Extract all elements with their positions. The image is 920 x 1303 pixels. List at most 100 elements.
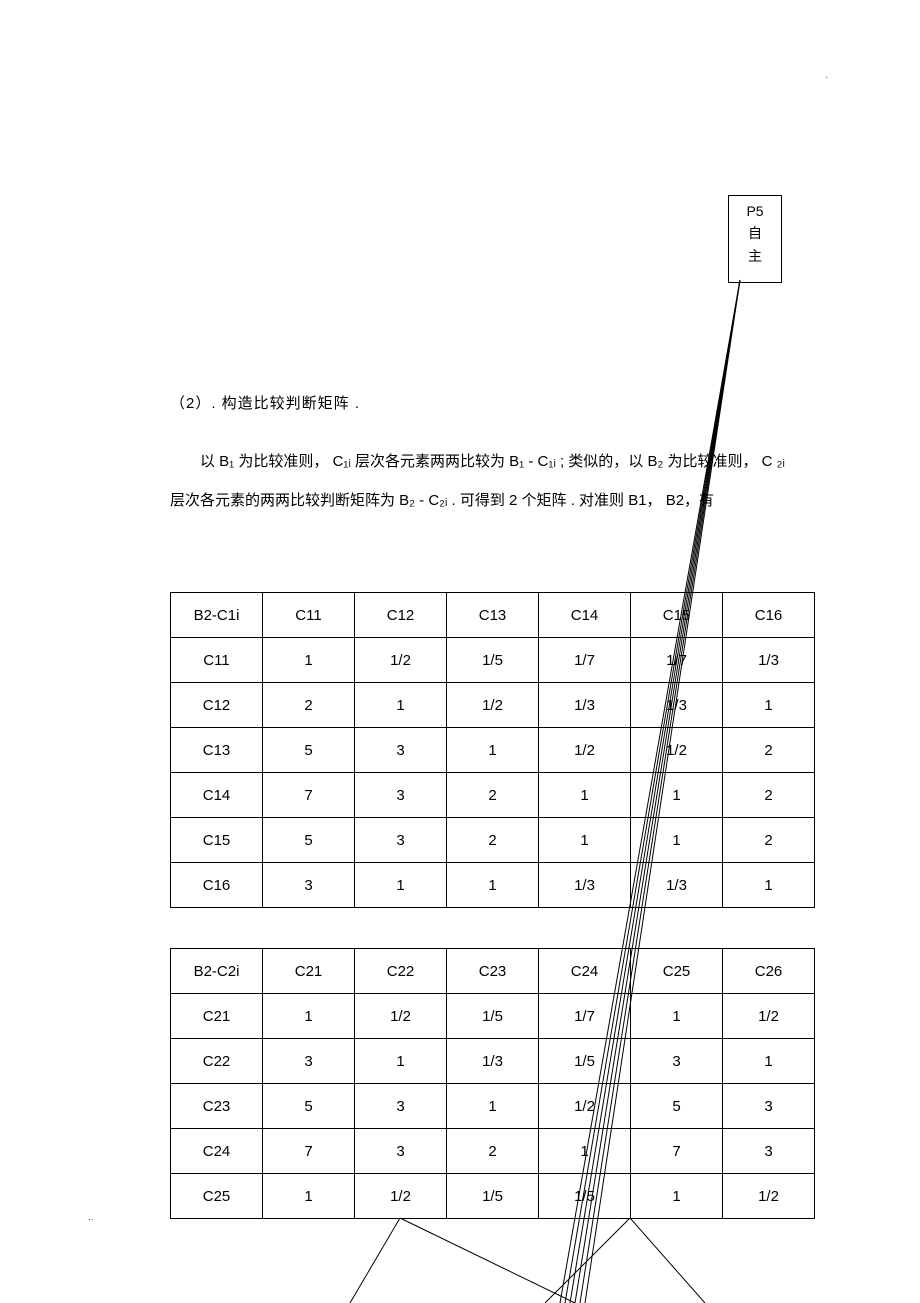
page-dot-top: .: [825, 70, 828, 81]
table-header-cell: C15: [631, 593, 723, 638]
table-cell: 1: [631, 818, 723, 863]
table-cell: 1/5: [539, 1039, 631, 1084]
table-row: C24732173: [171, 1129, 815, 1174]
table-cell: 1/2: [355, 994, 447, 1039]
table-row: C235311/253: [171, 1084, 815, 1129]
table-cell: 1: [723, 863, 815, 908]
table-header-cell: C14: [539, 593, 631, 638]
table-cell: 5: [263, 1084, 355, 1129]
table-cell: 1: [723, 683, 815, 728]
table-cell: 1/2: [539, 1084, 631, 1129]
table-cell: 1: [263, 638, 355, 683]
table-cell: 2: [263, 683, 355, 728]
table-cell: 1/5: [447, 638, 539, 683]
table-cell: 1: [723, 1039, 815, 1084]
table-row: C163111/31/31: [171, 863, 815, 908]
table-cell: C14: [171, 773, 263, 818]
table-cell: 2: [723, 728, 815, 773]
table-cell: 1/7: [539, 638, 631, 683]
table-header-cell: C13: [447, 593, 539, 638]
table-cell: 7: [263, 773, 355, 818]
table-cell: 1/2: [539, 728, 631, 773]
node-p5-box: P5 自 主: [728, 195, 782, 283]
table-cell: 1/2: [355, 638, 447, 683]
table-cell: 1/2: [723, 994, 815, 1039]
table-cell: 1: [447, 863, 539, 908]
table-cell: 5: [263, 818, 355, 863]
table-cell: 3: [723, 1084, 815, 1129]
table-cell: 1: [447, 728, 539, 773]
matrix-table-b2-c2i: B2-C2i C21 C22 C23 C24 C25 C26 C2111/21/…: [170, 948, 815, 1219]
table-row: C2111/21/51/711/2: [171, 994, 815, 1039]
table-cell: 1: [355, 1039, 447, 1084]
table-cell: 1: [539, 1129, 631, 1174]
table-cell: 1/2: [723, 1174, 815, 1219]
table-header-cell: C24: [539, 949, 631, 994]
table-cell: 1/7: [539, 994, 631, 1039]
table-cell: 1: [263, 1174, 355, 1219]
table-cell: 3: [355, 818, 447, 863]
table-header-cell: C21: [263, 949, 355, 994]
table-cell: 3: [355, 728, 447, 773]
table-cell: 1/2: [631, 728, 723, 773]
footer-marker: ..: [88, 1212, 94, 1223]
table-cell: 1/3: [539, 863, 631, 908]
table-header-cell: B2-C1i: [171, 593, 263, 638]
table-cell: C12: [171, 683, 263, 728]
node-p5-title: P5: [735, 200, 775, 222]
table-cell: 3: [355, 773, 447, 818]
section-heading: （2）. 构造比较判断矩阵 .: [170, 392, 360, 413]
table-cell: 5: [263, 728, 355, 773]
table-header-cell: C23: [447, 949, 539, 994]
table-cell: C25: [171, 1174, 263, 1219]
table-cell: 1/3: [631, 683, 723, 728]
table-cell: 1/3: [447, 1039, 539, 1084]
table-cell: 3: [355, 1084, 447, 1129]
table-cell: 3: [263, 863, 355, 908]
table-header-cell: B2-C2i: [171, 949, 263, 994]
table-cell: C22: [171, 1039, 263, 1084]
table-cell: 2: [447, 773, 539, 818]
table-row: C2511/21/51/511/2: [171, 1174, 815, 1219]
table-cell: C13: [171, 728, 263, 773]
table-cell: C16: [171, 863, 263, 908]
table-header-cell: C22: [355, 949, 447, 994]
node-p5-line2: 主: [735, 245, 775, 267]
table-cell: 1/7: [631, 638, 723, 683]
table-cell: 7: [631, 1129, 723, 1174]
table-cell: 1/5: [447, 1174, 539, 1219]
table-cell: 2: [723, 818, 815, 863]
table-cell: 1: [355, 683, 447, 728]
table-header-row: B2-C1i C11 C12 C13 C14 C15 C16: [171, 593, 815, 638]
table-header-cell: C11: [263, 593, 355, 638]
table-cell: 5: [631, 1084, 723, 1129]
table-cell: 1: [631, 1174, 723, 1219]
table-cell: 3: [355, 1129, 447, 1174]
table-header-cell: C25: [631, 949, 723, 994]
table-cell: 1: [539, 773, 631, 818]
table-cell: C15: [171, 818, 263, 863]
table-cell: C21: [171, 994, 263, 1039]
table-cell: 1/5: [539, 1174, 631, 1219]
table-row: C14732112: [171, 773, 815, 818]
table-cell: 1: [355, 863, 447, 908]
table-cell: 2: [447, 1129, 539, 1174]
table-cell: 3: [631, 1039, 723, 1084]
table-cell: 3: [723, 1129, 815, 1174]
table-header-cell: C16: [723, 593, 815, 638]
table-cell: 1/3: [539, 683, 631, 728]
table-row: C1111/21/51/71/71/3: [171, 638, 815, 683]
table-cell: 1: [631, 773, 723, 818]
table-cell: C24: [171, 1129, 263, 1174]
table-cell: 1: [539, 818, 631, 863]
table-cell: C23: [171, 1084, 263, 1129]
table-cell: 1/5: [447, 994, 539, 1039]
table-cell: 1/3: [723, 638, 815, 683]
table-cell: 1: [631, 994, 723, 1039]
table-cell: 1: [263, 994, 355, 1039]
node-p5-line1: 自: [735, 222, 775, 244]
table-cell: 3: [263, 1039, 355, 1084]
table-cell: 2: [723, 773, 815, 818]
table-header-cell: C26: [723, 949, 815, 994]
table-row: C12211/21/31/31: [171, 683, 815, 728]
